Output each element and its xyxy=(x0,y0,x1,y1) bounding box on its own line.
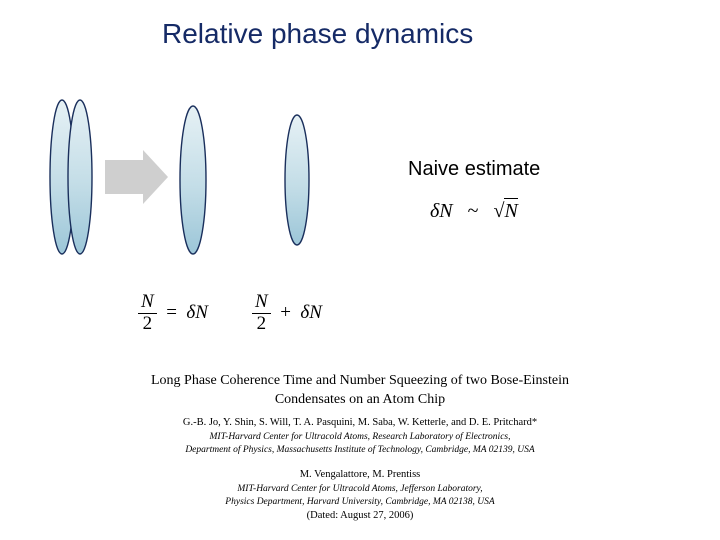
aff2-l2: Physics Department, Harvard University, … xyxy=(225,497,494,507)
formula-sqrtN: N xyxy=(504,198,517,222)
sqrt-icon: √ xyxy=(493,200,504,222)
aff1-l1: MIT-Harvard Center for Ultracold Atoms, … xyxy=(210,432,511,442)
frac-right-num: N xyxy=(252,292,271,314)
split-arrow-icon xyxy=(105,150,168,204)
formula-left-fraction: N 2 = δN xyxy=(138,292,208,335)
dated-line: (Dated: August 27, 2006) xyxy=(307,510,414,521)
formula-tilde: ~ xyxy=(468,200,479,222)
formula-dN: δN xyxy=(430,200,453,222)
aff1-l2: Department of Physics, Massachusetts Ins… xyxy=(185,445,534,455)
naive-estimate-label: Naive estimate xyxy=(408,158,540,181)
authors-block-1: G.-B. Jo, Y. Shin, S. Will, T. A. Pasqui… xyxy=(0,416,720,457)
authors-block-2: M. Vengalattore, M. Prentiss MIT-Harvard… xyxy=(0,468,720,523)
frac-left-den: 2 xyxy=(138,314,157,335)
frac-left-eq: = xyxy=(166,302,177,323)
formula-naive: δN ~ √N xyxy=(430,200,518,223)
paper-title-l1: Long Phase Coherence Time and Number Squ… xyxy=(151,373,569,388)
condensate-diagram xyxy=(0,0,720,540)
frac-left-rhs: δN xyxy=(186,302,208,323)
frac-left-num: N xyxy=(138,292,157,314)
formula-right-fraction: N 2 + δN xyxy=(252,292,322,335)
authors1-names: G.-B. Jo, Y. Shin, S. Will, T. A. Pasqui… xyxy=(183,417,537,428)
paper-title: Long Phase Coherence Time and Number Squ… xyxy=(0,372,720,410)
aff2-l1: MIT-Harvard Center for Ultracold Atoms, … xyxy=(237,484,482,494)
frac-right-plus: + xyxy=(280,302,291,323)
frac-right-den: 2 xyxy=(252,314,271,335)
frac-right-rhs: δN xyxy=(300,302,322,323)
authors2-names: M. Vengalattore, M. Prentiss xyxy=(300,469,421,480)
paper-title-l2: Condensates on an Atom Chip xyxy=(275,392,445,407)
